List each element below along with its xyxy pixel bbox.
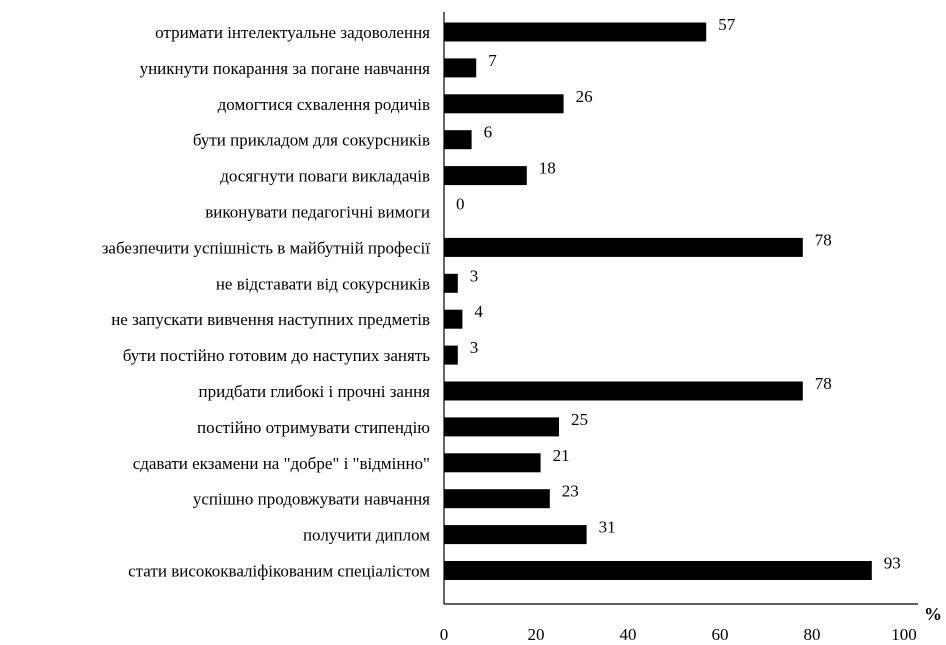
category-label: придбати глибокі і прочні зання bbox=[199, 382, 431, 401]
bar bbox=[444, 273, 458, 293]
category-labels: отримати інтелектуальне задоволення уникн… bbox=[102, 23, 431, 581]
bar bbox=[444, 58, 477, 78]
category-label: бути прикладом для сокурсників bbox=[193, 131, 430, 150]
x-axis-ticks: 0 20 40 60 80 100 bbox=[440, 625, 917, 644]
category-label: постійно отримувати стипендію bbox=[197, 418, 430, 437]
category-label: уникнути покарання за погане навчання bbox=[140, 59, 431, 78]
category-label: виконувати педагогічні вимоги bbox=[205, 203, 430, 222]
bar bbox=[444, 94, 564, 114]
value-label: 93 bbox=[884, 554, 901, 573]
bar bbox=[444, 561, 872, 580]
category-label: бути постійно готовим до наступих занять bbox=[123, 346, 430, 365]
value-label: 0 bbox=[456, 195, 465, 214]
value-label: 4 bbox=[474, 302, 483, 321]
category-label: домогтися схвалення родичів bbox=[218, 95, 430, 114]
bars-layer bbox=[444, 22, 872, 580]
axes bbox=[443, 12, 918, 605]
bar bbox=[444, 22, 707, 42]
x-axis-unit-label: % bbox=[924, 604, 942, 624]
bar bbox=[444, 345, 458, 365]
value-label: 7 bbox=[488, 51, 497, 70]
category-label: получити диплом bbox=[303, 526, 430, 545]
x-tick-label: 20 bbox=[528, 625, 545, 644]
value-label: 78 bbox=[815, 374, 832, 393]
x-tick-label: 0 bbox=[440, 625, 449, 644]
value-label: 6 bbox=[484, 123, 493, 142]
x-tick-label: 40 bbox=[620, 625, 637, 644]
category-label: досягнути поваги викладачів bbox=[220, 167, 430, 186]
bar bbox=[444, 525, 587, 545]
bar bbox=[444, 309, 463, 329]
bar bbox=[444, 417, 559, 437]
value-label: 21 bbox=[553, 446, 570, 465]
category-label: не запускати вивчення наступних предметі… bbox=[111, 310, 430, 329]
x-tick-label: 80 bbox=[804, 625, 821, 644]
category-label: стати висококваліфікованим спеціалістом bbox=[128, 562, 430, 581]
category-label: отримати інтелектуальне задоволення bbox=[155, 23, 430, 42]
value-label: 18 bbox=[539, 159, 556, 178]
category-label: сдавати екзамени на "добре" і "відмінно" bbox=[133, 454, 430, 473]
value-label: 3 bbox=[470, 266, 479, 285]
value-label: 78 bbox=[815, 230, 832, 249]
value-label: 31 bbox=[599, 518, 616, 537]
category-label: успішно продовжувати навчання bbox=[193, 490, 430, 509]
value-label: 23 bbox=[562, 482, 579, 501]
bar bbox=[444, 237, 803, 257]
value-label: 57 bbox=[718, 15, 736, 34]
value-label: 25 bbox=[571, 410, 588, 429]
x-tick-label: 60 bbox=[712, 625, 729, 644]
value-label: 3 bbox=[470, 338, 479, 357]
bar bbox=[444, 381, 803, 401]
value-label: 26 bbox=[576, 87, 593, 106]
category-label: забезпечити успішність в майбутній профе… bbox=[102, 238, 431, 257]
bar bbox=[444, 489, 550, 509]
x-tick-label: 100 bbox=[891, 625, 917, 644]
bar bbox=[444, 166, 527, 186]
bar bbox=[444, 453, 541, 473]
category-label: не відставати від сокурсників bbox=[216, 274, 430, 293]
bar bbox=[444, 130, 472, 150]
